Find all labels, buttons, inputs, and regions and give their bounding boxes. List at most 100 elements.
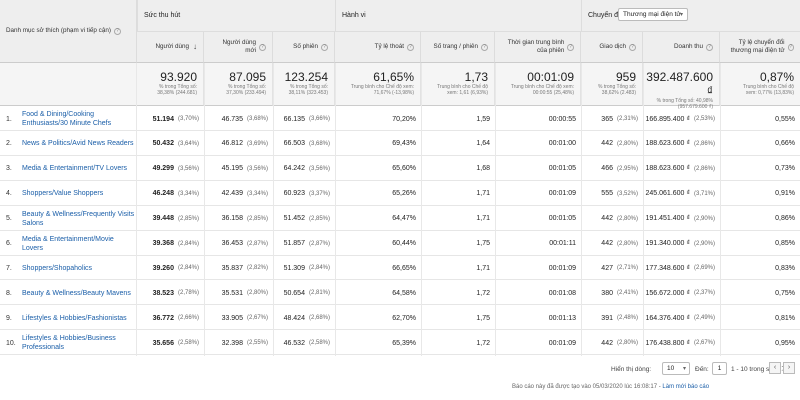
goto-page-input[interactable]: 1: [712, 362, 727, 375]
column-header-category[interactable]: Danh mục sở thích (phạm vi tiếp cận)?: [0, 0, 137, 63]
next-page-button[interactable]: ›: [783, 362, 795, 374]
new-users-percent: (2,82%): [246, 265, 268, 272]
transactions-value: 442: [601, 339, 613, 347]
category-link[interactable]: Food & Dining/Cooking Enthusiasts/30 Min…: [22, 111, 112, 127]
totals-transactions-detail: 38,62% (2.483): [601, 90, 636, 96]
conversions-type-select[interactable]: Thương mại điện tử ▾: [618, 8, 688, 21]
totals-revenue-value: 392.487.600 ₫: [646, 70, 713, 98]
totals-sessions: 123.254 % trong Tổng số: 38,11% (323.453…: [273, 63, 335, 106]
conversion-rate-cell: 0,81%: [720, 306, 800, 330]
show-rows-select[interactable]: 10 ▾: [662, 362, 690, 375]
category-link[interactable]: Beauty & Wellness/Beauty Mavens: [22, 289, 131, 297]
column-header-revenue[interactable]: Doanh thu?: [643, 32, 720, 63]
help-icon[interactable]: ?: [787, 43, 794, 51]
bounce-rate-cell: 64,47%: [335, 207, 421, 231]
category-link[interactable]: Shoppers/Shopaholics: [22, 264, 93, 272]
help-icon[interactable]: ?: [481, 43, 488, 51]
category-cell: Media & Entertainment/TV Lovers: [22, 157, 136, 181]
users-cell: 46.248 (3,34%): [137, 182, 204, 206]
users-cell: 51.194 (3,70%): [137, 107, 204, 131]
transactions-cell: 442 (2,80%): [581, 331, 643, 355]
column-header-pages-session[interactable]: Số trang / phiên?: [421, 32, 495, 63]
category-link[interactable]: Lifestyles & Hobbies/Business Profession…: [22, 335, 116, 352]
new-users-cell: 45.195 (3,56%): [204, 157, 273, 181]
transactions-cell: 365 (2,31%): [581, 107, 643, 131]
category-link[interactable]: Lifestyles & Hobbies/Fashionistas: [22, 314, 127, 322]
transactions-value: 427: [601, 264, 613, 272]
help-icon[interactable]: ?: [259, 43, 266, 51]
row-index: 10.: [6, 339, 16, 347]
bounce-rate-cell: 65,26%: [335, 182, 421, 206]
transactions-cell: 442 (2,80%): [581, 132, 643, 156]
column-header-sessions[interactable]: Số phiên?: [273, 32, 335, 63]
bounce-rate-value: 65,60%: [392, 165, 416, 173]
bounce-rate-cell: 70,20%: [335, 107, 421, 131]
table-row: 4. Shoppers/Value Shoppers 46.248 (3,34%) 42…: [0, 182, 800, 206]
help-icon[interactable]: ?: [407, 43, 414, 51]
new-users-cell: 35.837 (2,82%): [204, 256, 273, 280]
show-rows-value: 10: [667, 365, 675, 372]
totals-conv-detail: xem: 0,77% (13,83%): [745, 90, 794, 96]
help-icon[interactable]: ?: [567, 43, 574, 51]
bounce-rate-cell: 69,43%: [335, 132, 421, 156]
conversions-select-value: Thương mại điện tử: [623, 11, 681, 18]
category-link[interactable]: Beauty & Wellness/Frequently Visits Salo…: [22, 210, 135, 227]
bounce-header-label: Tỷ lệ thoát: [374, 43, 404, 51]
row-index: 2.: [6, 140, 12, 148]
column-header-avg-duration[interactable]: Thời gian trung bình của phiên?: [495, 32, 581, 63]
pages-session-value: 1,75: [476, 314, 490, 322]
revenue-value: 245.061.600 ₫: [645, 190, 690, 198]
sessions-percent: (3,37%): [308, 190, 330, 197]
bounce-rate-cell: 60,44%: [335, 232, 421, 256]
transactions-percent: (2,71%): [616, 265, 638, 272]
revenue-cell: 188.623.600 ₫ (2,86%): [643, 157, 720, 181]
category-link[interactable]: News & Politics/Avid News Readers: [22, 140, 134, 148]
revenue-cell: 188.623.600 ₫ (2,86%): [643, 132, 720, 156]
help-icon[interactable]: ?: [706, 43, 713, 51]
transactions-percent: (2,41%): [616, 290, 638, 297]
sort-arrow-down-icon[interactable]: ↓: [193, 42, 197, 52]
totals-label-cell: [0, 63, 137, 106]
transactions-percent: (2,80%): [616, 340, 638, 347]
new-users-value: 42.439: [221, 190, 243, 198]
users-percent: (2,78%): [177, 290, 199, 297]
refresh-report-link[interactable]: Làm mới báo cáo: [662, 384, 710, 390]
totals-sessions-detail: 38,11% (323.453): [288, 90, 328, 96]
revenue-percent: (2,90%): [693, 215, 715, 222]
column-header-users[interactable]: Người dùng ↓: [137, 32, 204, 63]
bounce-rate-cell: 65,60%: [335, 157, 421, 181]
row-index: 1.: [6, 115, 12, 123]
revenue-cell: 191.451.400 ₫ (2,90%): [643, 207, 720, 231]
column-header-transactions[interactable]: Giao dịch?: [581, 32, 643, 63]
pages-session-cell: 1,59: [421, 107, 495, 131]
help-icon[interactable]: ?: [321, 43, 328, 51]
help-icon[interactable]: ?: [629, 43, 636, 51]
row-index: 5.: [6, 215, 12, 223]
category-link[interactable]: Media & Entertainment/Movie Lovers: [22, 235, 114, 252]
category-link[interactable]: Shoppers/Value Shoppers: [22, 190, 104, 198]
revenue-cell: 191.340.000 ₫ (2,90%): [643, 232, 720, 256]
bounce-rate-cell: 64,58%: [335, 281, 421, 305]
conversion-rate-cell: 0,95%: [720, 331, 800, 355]
column-header-conversion-rate[interactable]: Tỷ lệ chuyển đổi thương mại điện tử?: [720, 32, 800, 63]
column-header-bounce-rate[interactable]: Tỷ lệ thoát?: [335, 32, 421, 63]
revenue-cell: 166.895.400 ₫ (2,53%): [643, 107, 720, 131]
row-index-cell: 8.: [6, 281, 22, 305]
users-value: 49.299: [152, 165, 174, 173]
conversion-rate-value: 0,86%: [775, 215, 795, 223]
avg-duration-value: 00:01:11: [549, 240, 576, 247]
conversion-rate-cell: 0,83%: [720, 256, 800, 280]
conversion-rate-value: 0,66%: [775, 140, 795, 148]
category-link[interactable]: Media & Entertainment/TV Lovers: [22, 165, 128, 173]
prev-page-button[interactable]: ‹: [769, 362, 781, 374]
bounce-rate-value: 70,20%: [392, 115, 416, 123]
totals-bounce-note: Trung bình cho Chế độ xem:: [350, 84, 414, 90]
revenue-cell: 156.672.000 ₫ (2,37%): [643, 281, 720, 305]
conversion-rate-cell: 0,91%: [720, 182, 800, 206]
users-cell: 39.368 (2,84%): [137, 232, 204, 256]
row-index: 8.: [6, 289, 12, 297]
help-icon[interactable]: ?: [113, 27, 121, 35]
column-header-new-users[interactable]: Người dùng mới?: [204, 32, 273, 63]
report-timestamp: Báo cáo này đã được tạo vào 05/03/2020 l…: [512, 384, 709, 390]
pages-session-value: 1,71: [476, 215, 490, 223]
